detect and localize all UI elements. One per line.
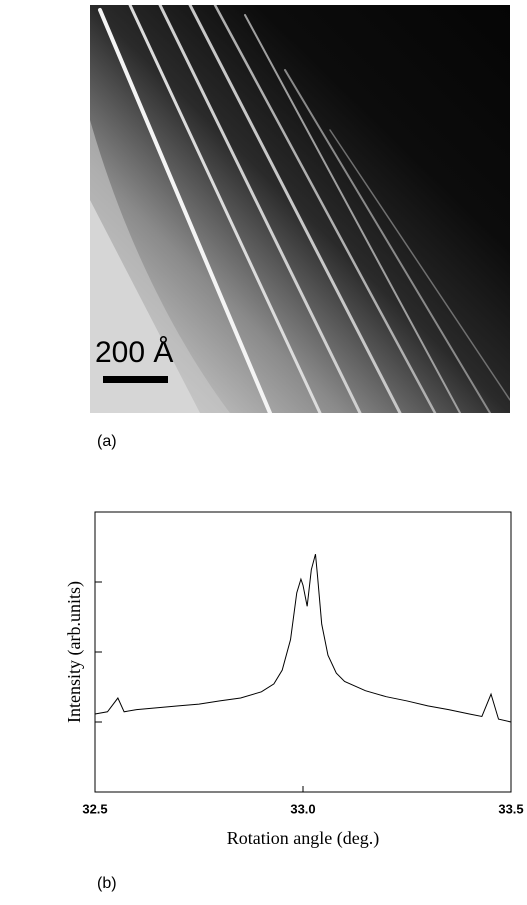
y-axis-label: Intensity (arb.units) <box>64 581 85 723</box>
x-axis-label: Rotation angle (deg.) <box>227 828 379 849</box>
x-tick-label: 33.0 <box>290 801 315 816</box>
scale-label: 200 Å <box>95 336 173 369</box>
micrograph <box>90 5 510 413</box>
panel-label: (b) <box>97 875 117 892</box>
x-tick-label: 32.5 <box>82 801 107 816</box>
data-line <box>94 554 512 723</box>
panel-label: (a) <box>97 433 117 450</box>
plot-frame <box>94 511 512 793</box>
x-tick-label: 33.5 <box>498 801 523 816</box>
